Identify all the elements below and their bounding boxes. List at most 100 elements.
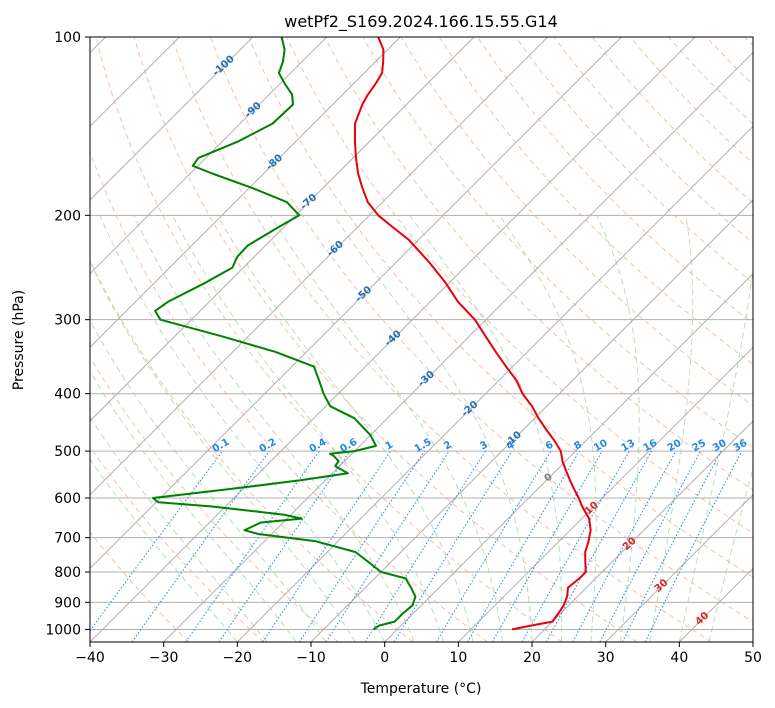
dry-adiabat xyxy=(248,37,753,578)
mixing-ratio-line xyxy=(262,450,392,642)
mixing-ratio-label: 4 xyxy=(505,439,517,452)
moist-adiabat xyxy=(596,215,640,642)
mixing-ratio-line xyxy=(131,450,270,642)
mixing-ratio-line xyxy=(218,450,351,642)
dry-adiabat xyxy=(324,37,753,491)
dry-adiabat xyxy=(515,37,753,284)
chart-title: wetPf2_S169.2024.166.15.55.G14 xyxy=(284,12,558,32)
moist-adiabat xyxy=(708,466,753,642)
x-axis-label: Temperature (°C) xyxy=(360,681,482,697)
x-tick-label: 10 xyxy=(449,650,467,666)
moist-adiabat xyxy=(90,458,238,642)
isotherm-line xyxy=(90,37,475,422)
mixing-ratio-label: 25 xyxy=(691,438,709,455)
moist-adiabat xyxy=(499,215,597,642)
moist-adiabat xyxy=(90,416,268,642)
mixing-ratio-line xyxy=(185,450,320,642)
mixing-ratio-label: 6 xyxy=(544,439,556,452)
moist-adiabat xyxy=(99,215,386,642)
y-tick-label: 1000 xyxy=(45,622,81,638)
y-tick-label: 100 xyxy=(54,30,81,46)
x-tick-label: 40 xyxy=(670,650,688,666)
mixing-ratio-label: 2 xyxy=(442,439,454,452)
isotherm-line xyxy=(752,641,753,642)
moist-adiabat xyxy=(133,215,415,642)
dry-adiabat xyxy=(90,150,488,642)
mixing-ratio-label: 1.5 xyxy=(413,437,434,455)
dry-adiabat xyxy=(706,37,753,86)
isotherm-line xyxy=(90,37,254,201)
x-tick-label: 0 xyxy=(380,650,389,666)
mixing-ratio-label: 10 xyxy=(592,438,610,455)
mixing-ratio-line xyxy=(325,450,450,642)
dry-adiabat xyxy=(95,37,563,642)
isotherm-line xyxy=(678,567,753,642)
y-tick-label: 200 xyxy=(54,208,81,224)
moist-adiabat xyxy=(333,215,533,642)
moist-adiabat xyxy=(409,215,563,642)
isotherm-line xyxy=(384,272,753,642)
y-tick-label: 900 xyxy=(54,595,81,611)
mixing-ratio-label: 30 xyxy=(711,438,729,455)
dry-adiabat xyxy=(591,37,753,204)
isotherm-line xyxy=(90,37,328,275)
dry-adiabat xyxy=(90,531,190,642)
temperature-profile-line xyxy=(353,37,592,631)
mixing-ratio-line xyxy=(298,450,425,642)
dry-adiabat xyxy=(400,37,753,407)
x-tick-label: −10 xyxy=(296,650,326,666)
dry-adiabat xyxy=(668,37,753,125)
dry-adiabat xyxy=(133,37,638,642)
mixing-ratio-label: 16 xyxy=(642,438,660,455)
moist-adiabat xyxy=(172,215,445,642)
plot-frame xyxy=(89,36,754,643)
mixing-ratio-line xyxy=(621,450,722,642)
isotherm-line xyxy=(163,51,753,642)
mixing-ratio-label: 8 xyxy=(572,439,584,452)
y-tick-label: 500 xyxy=(54,444,81,460)
isotherm-line xyxy=(90,37,622,570)
x-tick-label: 50 xyxy=(744,650,762,666)
moist-adiabat xyxy=(217,215,474,642)
mixing-ratio-line xyxy=(599,450,701,642)
dewpoint-profile-line xyxy=(152,37,417,631)
mixing-ratio-line xyxy=(545,450,653,642)
y-axis-label: Pressure (hPa) xyxy=(11,290,27,390)
y-tick-label: 800 xyxy=(54,565,81,581)
moist-adiabat xyxy=(270,215,503,642)
mixing-ratio-line xyxy=(364,450,486,642)
dry-adiabat xyxy=(362,37,753,449)
mixing-ratio-label: 0.2 xyxy=(258,437,279,455)
x-tick-label: −30 xyxy=(149,650,179,666)
y-tick-label: 600 xyxy=(54,491,81,507)
dry-adiabat xyxy=(90,445,264,642)
moist-adiabat xyxy=(649,215,694,642)
x-tick-label: −40 xyxy=(75,650,105,666)
y-tick-label: 400 xyxy=(54,387,81,403)
dry-adiabat xyxy=(553,37,753,244)
x-tick-label: 30 xyxy=(597,650,615,666)
y-tick-label: 700 xyxy=(54,531,81,547)
moist-adiabat xyxy=(90,260,356,642)
mixing-ratio-line xyxy=(90,450,223,632)
x-tick-label: −20 xyxy=(223,650,253,666)
dry-adiabat xyxy=(210,37,753,623)
isotherm-line xyxy=(236,125,753,642)
isotherm-line xyxy=(531,420,753,642)
dry-adiabat xyxy=(90,356,339,642)
isotherm-line xyxy=(605,493,753,642)
mixing-ratio-line xyxy=(393,450,513,642)
moist-adiabat xyxy=(90,370,297,642)
dry-adiabat xyxy=(90,259,414,642)
mixing-ratio-label: 3 xyxy=(478,439,490,452)
mixing-ratio-line xyxy=(644,450,743,642)
moist-adiabat xyxy=(678,265,753,642)
mixing-ratio-line xyxy=(467,450,580,642)
mixing-ratio-label: 1 xyxy=(384,439,396,452)
mixing-ratio-line xyxy=(572,450,677,642)
x-tick-label: 20 xyxy=(523,650,541,666)
moist-adiabat xyxy=(90,319,327,642)
isotherm-line xyxy=(457,346,753,642)
isotherm-line xyxy=(90,37,696,642)
